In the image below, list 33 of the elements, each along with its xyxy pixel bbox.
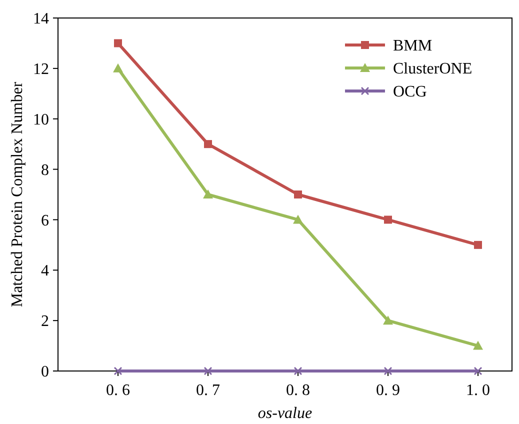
legend-label: OCG — [393, 84, 428, 101]
x-tick-label: 0. 8 — [286, 382, 310, 399]
point — [114, 39, 122, 48]
y-tick-label: 8 — [41, 162, 49, 179]
point — [113, 63, 123, 72]
point — [294, 190, 302, 198]
x-tick-label: 0. 7 — [196, 382, 220, 399]
y-tick-label: 14 — [33, 10, 49, 28]
point — [294, 366, 302, 376]
legend-label: ClusterONE — [393, 60, 472, 78]
point — [203, 190, 213, 198]
y-tick-label: 0 — [41, 364, 49, 381]
y-axis-title: Matched Protein Complex Number — [9, 81, 26, 308]
x-axis-title: os-value — [258, 405, 312, 422]
point — [474, 366, 482, 376]
y-tick-label: 6 — [41, 212, 49, 230]
point — [383, 316, 393, 325]
y-tick-label: 12 — [33, 61, 49, 78]
y-tick-label: 2 — [41, 313, 49, 330]
point — [114, 366, 122, 376]
point — [384, 216, 392, 224]
point — [473, 340, 483, 350]
legend-label: BMM — [393, 38, 432, 55]
point — [384, 366, 392, 376]
x-tick-label: 1. 0 — [466, 382, 490, 399]
point — [204, 366, 212, 376]
point — [204, 140, 212, 148]
y-tick-label: 10 — [33, 111, 49, 128]
point — [293, 214, 303, 224]
x-tick-label: 0. 9 — [376, 382, 400, 399]
point — [474, 240, 482, 249]
x-tick-label: 0. 6 — [106, 382, 130, 399]
y-tick-label: 4 — [41, 262, 49, 280]
